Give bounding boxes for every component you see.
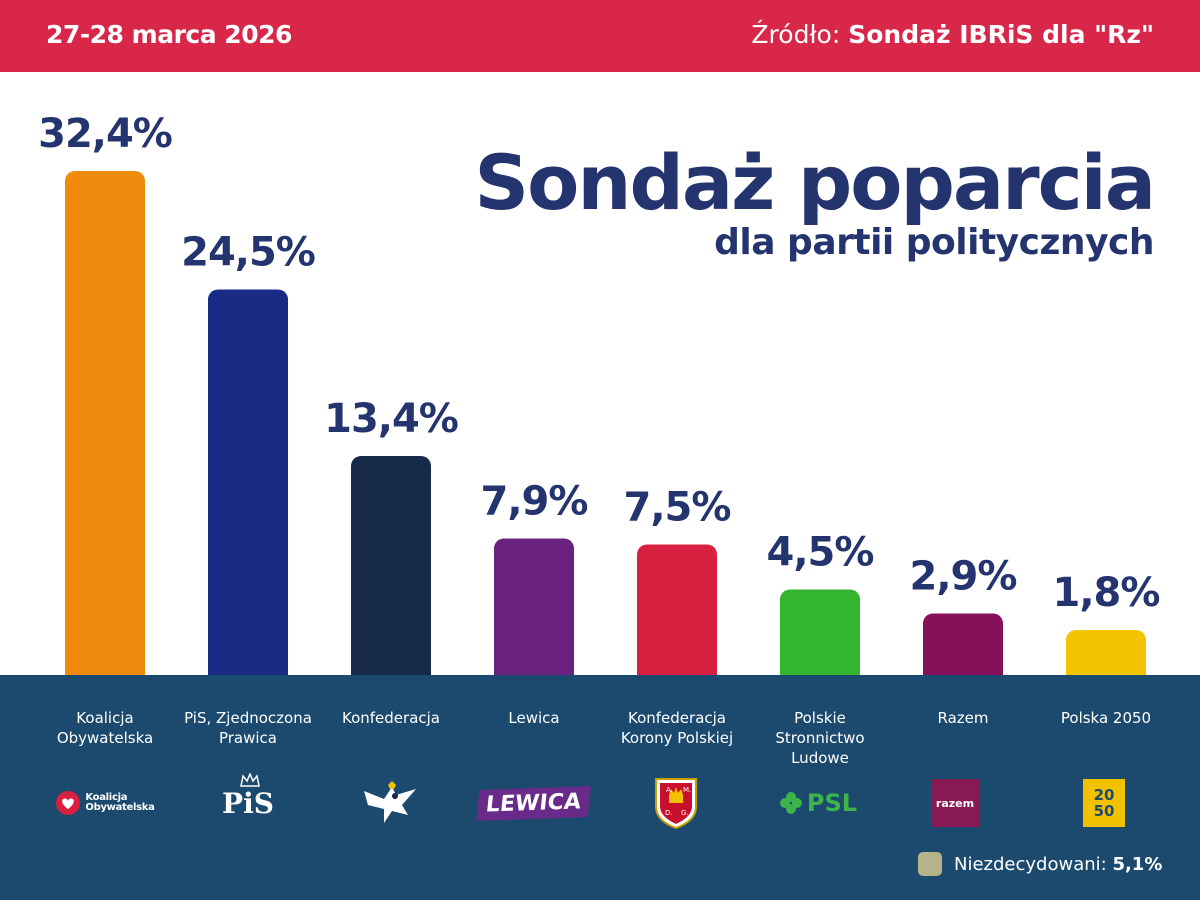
logo-lewica-text: LEWICA <box>475 785 591 821</box>
logo-koalicja-obywatelska: Koalicja Obywatelska <box>55 778 155 828</box>
category-label-line: Konfederacja <box>628 709 726 727</box>
clover-icon <box>779 792 802 814</box>
category-label-line: Polskie <box>794 709 846 727</box>
kkp-letter-m: M. <box>683 786 691 794</box>
category-label-line: Razem <box>937 709 989 727</box>
bar-2 <box>208 289 288 675</box>
category-label-1: Koalicja Obywatelska <box>30 708 180 748</box>
category-label-6: Polskie Stronnictwo Ludowe <box>745 708 895 768</box>
legend-value: 5,1% <box>1112 853 1163 875</box>
bar-5 <box>637 544 717 675</box>
bar-value-label-2: 24,5% <box>181 230 315 276</box>
logo-psl: PSL <box>768 778 868 828</box>
logo-ko-line1: Koalicja <box>85 792 128 803</box>
category-label-8: Polska 2050 <box>1031 708 1181 728</box>
category-label-3: Konfederacja <box>316 708 466 728</box>
category-label-line: Polska 2050 <box>1060 709 1152 727</box>
legend-text: Niezdecydowani: 5,1% <box>954 854 1162 875</box>
logo-pis-text: PiS <box>222 786 274 820</box>
category-label-line: PiS, Zjednoczona <box>184 709 312 727</box>
category-label-line: Obywatelska <box>56 729 154 747</box>
bar-value-label-4: 7,9% <box>481 479 588 525</box>
category-label-5: Konfederacja Korony Polskiej <box>602 708 752 748</box>
legend-swatch <box>918 852 942 876</box>
category-label-line: Koalicja <box>76 709 134 727</box>
bar-4 <box>494 538 574 675</box>
logo-2050-top: 20 <box>1093 786 1115 804</box>
category-label-line: Konfederacja <box>342 709 440 727</box>
logo-konfederacja-korony-polskiej: A. M. D. G. <box>626 778 726 829</box>
bar-3 <box>351 456 431 675</box>
bar-chart: 32,4% 24,5% 13,4% 7,9% 7,5% 4,5% 2,9% 1,8% <box>38 111 1160 675</box>
logo-razem: razem <box>905 778 1005 828</box>
logo-razem-text: razem <box>931 779 979 827</box>
logo-ko-line2: Obywatelska <box>85 802 155 813</box>
kkp-letter-a: A. <box>666 786 673 794</box>
logo-2050-bottom: 50 <box>1093 802 1115 820</box>
poll-date: 27-28 marca 2026 <box>46 20 292 49</box>
category-label-2: PiS, Zjednoczona Prawica <box>173 708 323 748</box>
category-label-line: Stronnictwo <box>775 729 865 747</box>
logo-psl-text: PSL <box>806 789 858 817</box>
bar-8 <box>1066 630 1146 675</box>
category-label-line: Korony Polskiej <box>620 729 734 747</box>
bar-value-label-5: 7,5% <box>624 485 731 531</box>
bar-1 <box>65 171 145 675</box>
kkp-letter-g: G. <box>681 809 689 817</box>
poll-source: Źródło: Sondaż IBRiS dla "Rz" <box>751 20 1154 49</box>
category-label-7: Razem <box>888 708 1038 728</box>
heart-icon <box>56 791 81 815</box>
bar-6 <box>780 589 860 675</box>
bar-value-label-7: 2,9% <box>910 554 1017 600</box>
bar-7 <box>923 613 1003 675</box>
legend-label: Niezdecydowani: <box>954 853 1107 875</box>
bar-value-label-8: 1,8% <box>1053 570 1160 616</box>
logo-konfederacja <box>340 778 440 828</box>
bar-value-label-3: 13,4% <box>324 396 458 442</box>
bottom-band <box>0 675 1200 900</box>
bar-value-label-1: 32,4% <box>38 111 172 157</box>
logo-lewica: LEWICA <box>475 778 591 828</box>
logo-pis: PiS <box>198 772 298 828</box>
chart-subtitle: dla partii politycznych <box>714 222 1154 263</box>
source-prefix: Źródło: <box>751 20 841 49</box>
source-name: Sondaż IBRiS dla "Rz" <box>848 20 1154 49</box>
logo-polska-2050-box: 20 50 <box>1083 779 1125 827</box>
crown-icon <box>240 772 260 787</box>
category-label-line: Ludowe <box>791 749 849 767</box>
kkp-letter-d: D. <box>665 809 673 817</box>
category-label-4: Lewica <box>459 708 609 728</box>
eagle-icon <box>364 781 416 823</box>
bar-value-label-6: 4,5% <box>767 530 874 576</box>
shield-icon: A. M. D. G. <box>655 778 697 829</box>
category-label-line: Prawica <box>218 729 277 747</box>
chart-title: Sondaż poparcia <box>474 138 1156 227</box>
header-bar: 27-28 marca 2026 Źródło: Sondaż IBRiS dl… <box>0 0 1200 72</box>
legend: Niezdecydowani: 5,1% <box>918 851 1162 877</box>
logo-polska-2050: 20 50 <box>1054 778 1154 828</box>
category-label-line: Lewica <box>508 709 560 727</box>
